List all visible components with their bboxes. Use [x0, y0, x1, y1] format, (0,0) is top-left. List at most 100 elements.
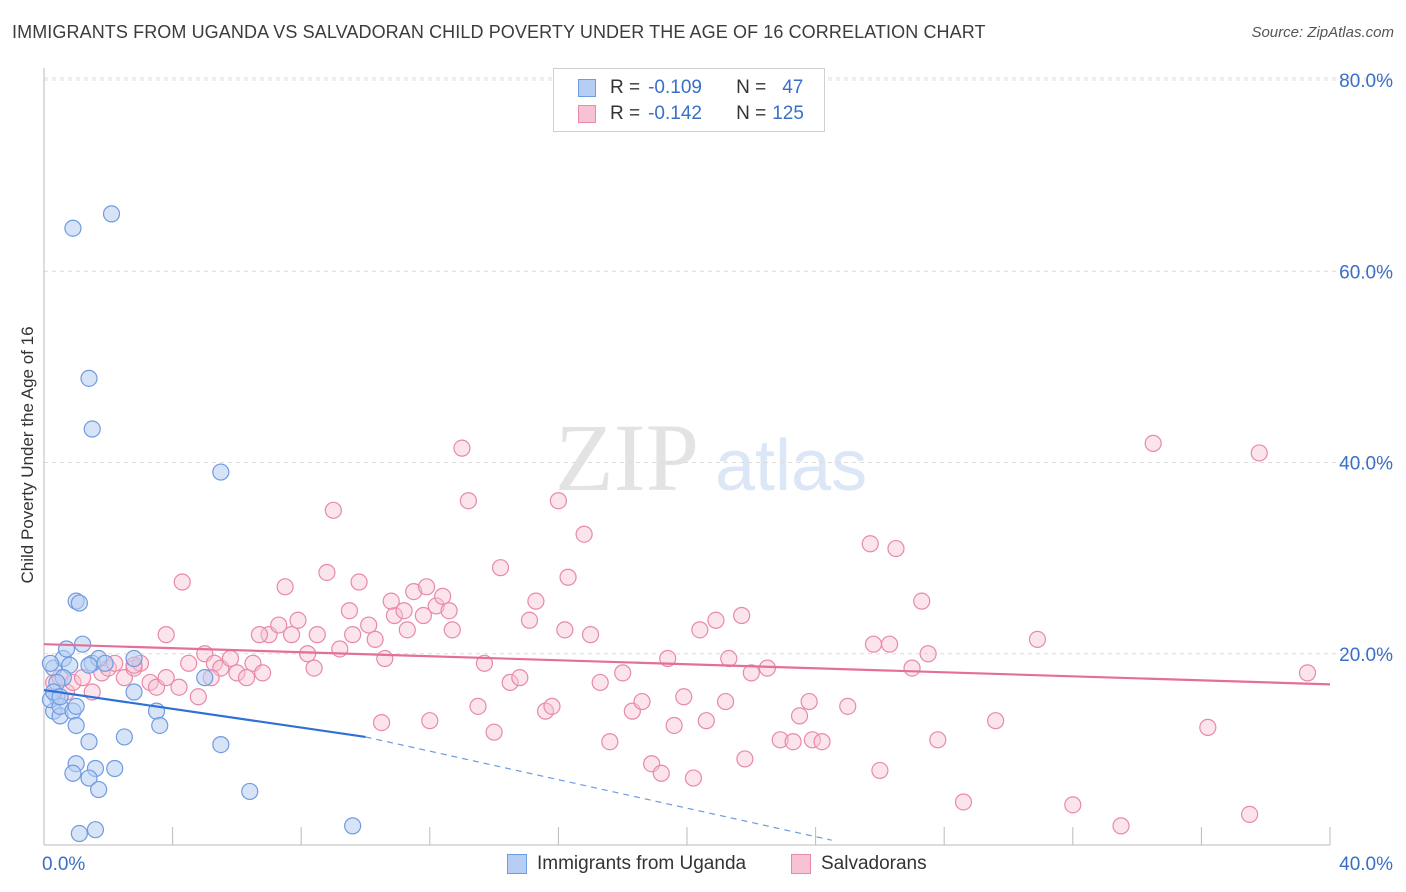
salvadorans-point — [1144, 434, 1162, 452]
uganda-point — [212, 463, 230, 481]
salvadorans-point — [790, 707, 809, 725]
salvadorans-point — [237, 669, 256, 687]
y-tick-label-40: 40.0% — [1339, 454, 1393, 475]
salvadorans-point — [556, 621, 574, 639]
x-tick-label-max: 40.0% — [1339, 854, 1393, 875]
salvadorans-point — [427, 597, 445, 615]
legend-n-label: N = — [736, 103, 767, 124]
gridlines — [44, 77, 1393, 655]
legend-r-value-uganda: -0.109 — [648, 77, 702, 98]
salvadorans-point — [543, 697, 561, 715]
salvadorans-point — [1112, 817, 1130, 835]
salvadorans-point — [221, 649, 240, 668]
uganda-point — [80, 369, 98, 387]
salvadorans-point — [581, 626, 600, 644]
uganda-point — [115, 728, 133, 746]
salvadorans-point — [350, 573, 368, 591]
salvadorans-point — [742, 664, 760, 682]
uganda-point — [41, 654, 60, 672]
uganda-point — [67, 697, 85, 715]
legend-row-salvadorans: R = -0.142 N = 125 — [578, 103, 804, 125]
salvadorans-point — [270, 616, 288, 634]
watermark-zip: ZIP — [555, 404, 699, 511]
salvadorans-point — [228, 664, 246, 682]
salvadorans-point — [903, 659, 921, 677]
salvadorans-point — [475, 654, 494, 672]
salvadorans-point — [691, 621, 709, 639]
salvadorans-point — [771, 731, 789, 749]
salvadorans-point — [1199, 718, 1217, 736]
salvadorans-point — [839, 697, 857, 715]
watermark-atlas: atlas — [715, 426, 867, 506]
salvadorans-point — [417, 578, 436, 596]
uganda-point — [86, 821, 105, 839]
salvadorans-point — [919, 645, 937, 663]
salvadorans-point — [1298, 664, 1317, 682]
uganda-point — [80, 769, 98, 787]
salvadorans-point — [527, 592, 545, 610]
salvadorans-point — [289, 611, 307, 629]
salvadorans-point — [491, 559, 510, 577]
salvadorans-point — [372, 713, 391, 732]
salvadorans-point — [366, 630, 384, 649]
legend-r-label: R = — [610, 77, 641, 98]
salvadorans-point — [282, 626, 301, 644]
salvadorans-point — [308, 626, 326, 644]
source-label: Source: ZipAtlas.com — [1251, 24, 1394, 41]
bottom-legend-label-salvadorans: Salvadorans — [821, 853, 927, 874]
uganda-point — [241, 782, 259, 801]
salvadorans-point — [414, 606, 432, 625]
salvadorans-point — [549, 492, 568, 510]
salvadorans-point — [189, 688, 207, 706]
uganda-point — [344, 817, 362, 835]
salvadorans-points — [45, 434, 1317, 835]
y-tick-label-80: 80.0% — [1339, 71, 1393, 92]
legend-r-label: R = — [610, 103, 641, 124]
salvadorans-point — [675, 688, 693, 706]
salvadorans-point — [954, 793, 973, 811]
x-tick-label-min: 0.0% — [42, 854, 85, 875]
legend-n-label: N = — [736, 77, 767, 98]
salvadorans-point — [665, 716, 683, 735]
salvadorans-point — [1064, 796, 1082, 814]
uganda-trend-line — [43, 688, 366, 739]
salvadorans-point — [170, 678, 188, 696]
salvadorans-point — [880, 635, 899, 653]
salvadorans-point — [511, 669, 529, 687]
uganda-point — [83, 420, 101, 438]
salvadorans-trend-line — [43, 643, 1331, 686]
salvadorans-point — [485, 723, 503, 741]
uganda-point — [64, 219, 82, 237]
salvadorans-point — [601, 733, 619, 751]
y-tick-label-60: 60.0% — [1339, 262, 1393, 283]
salvadorans-point — [813, 733, 831, 751]
y-tick-label-20: 20.0% — [1339, 645, 1393, 666]
stats-legend: R = -0.109 N = 47 R = -0.142 N = 125 — [553, 68, 825, 132]
salvadorans-point — [318, 563, 336, 582]
salvadorans-point — [324, 501, 342, 519]
watermark: ZIP atlas — [555, 404, 867, 511]
salvadorans-point — [987, 712, 1005, 730]
salvadorans-point — [1250, 444, 1268, 462]
salvadorans-point — [360, 616, 378, 634]
salvadorans-point — [887, 539, 905, 558]
uganda-point — [102, 205, 121, 223]
salvadorans-point — [340, 602, 359, 620]
uganda-trend-extension — [365, 736, 832, 841]
legend-r-value-salvadorans: -0.142 — [648, 103, 702, 124]
bottom-legend-salvadorans: Salvadorans — [791, 852, 927, 876]
salvadorans-point — [758, 659, 776, 677]
salvadorans-point — [652, 764, 670, 782]
salvadorans-point — [861, 535, 879, 553]
salvadorans-point — [250, 626, 269, 644]
legend-row-uganda: R = -0.109 N = 47 — [578, 77, 803, 99]
salvadorans-point — [501, 673, 519, 692]
salvadorans-point — [929, 731, 947, 749]
y-axis-label: Child Poverty Under the Age of 16 — [18, 326, 37, 584]
salvadorans-point — [784, 733, 802, 751]
legend-n-value-salvadorans: 125 — [772, 103, 804, 124]
legend-swatch-uganda — [578, 79, 596, 97]
salvadorans-point — [299, 645, 317, 663]
salvadorans-point — [157, 626, 175, 644]
